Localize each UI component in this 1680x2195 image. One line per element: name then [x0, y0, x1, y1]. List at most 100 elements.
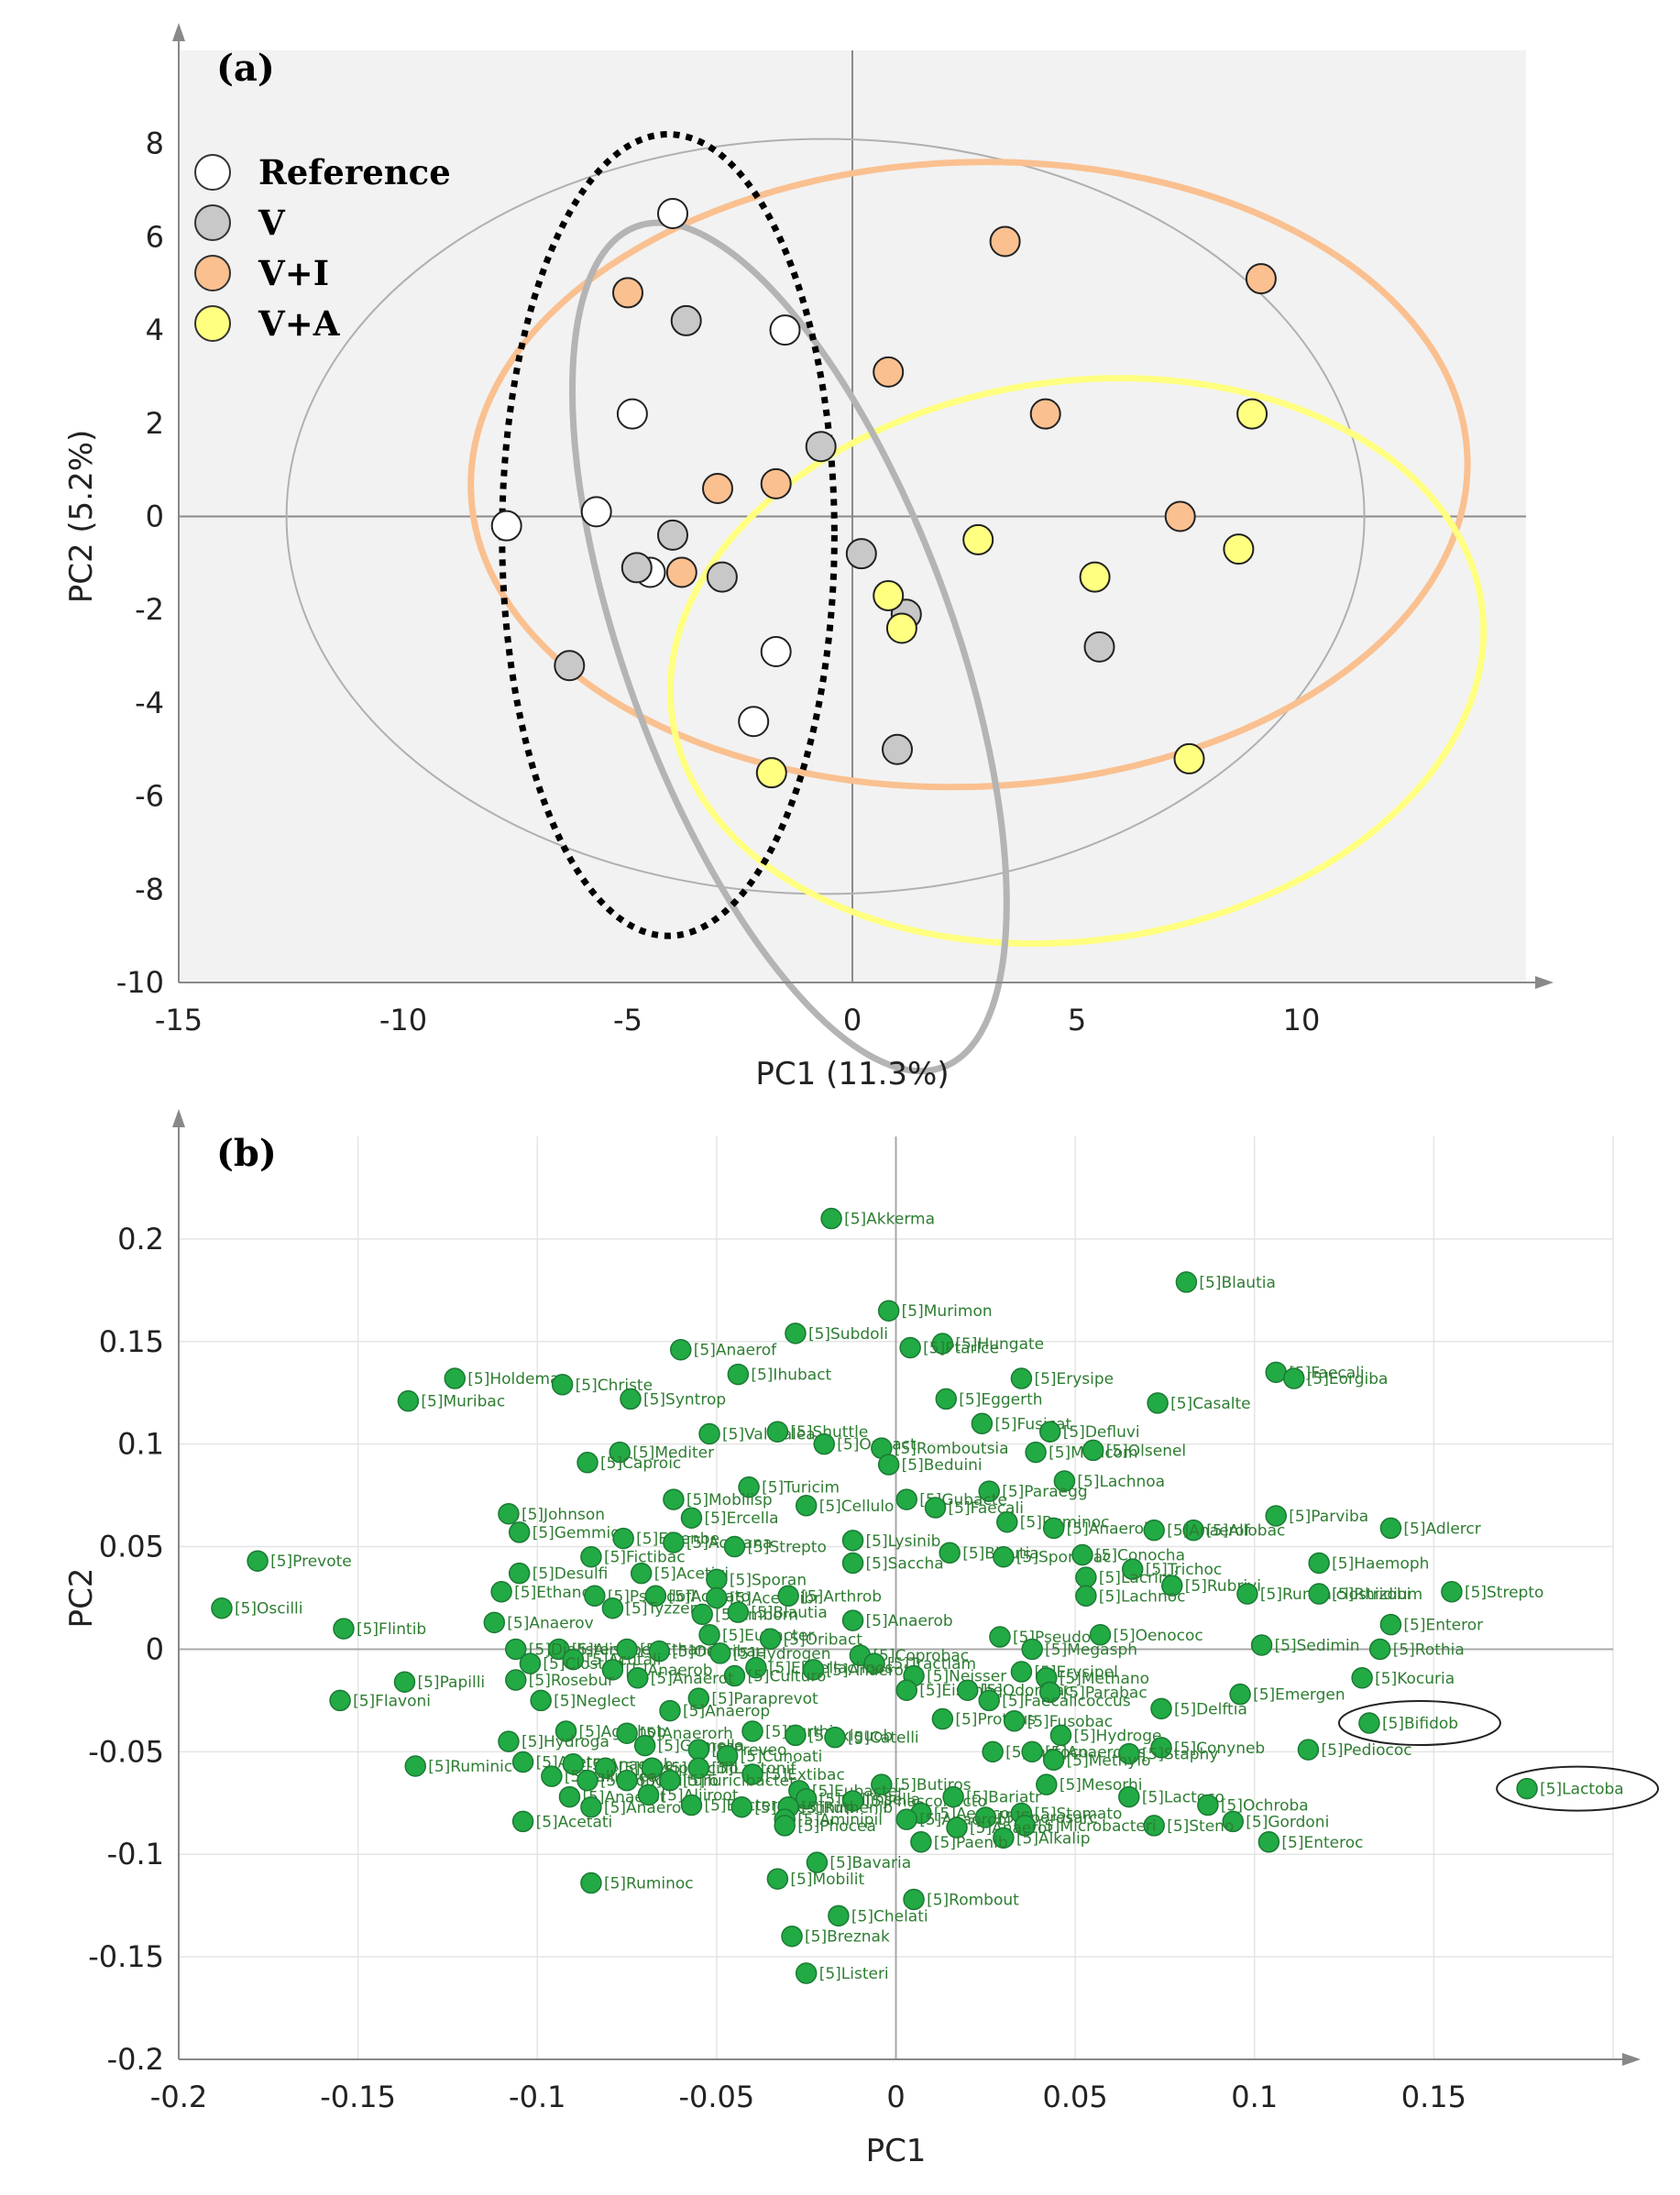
loading-marker	[1021, 1740, 1043, 1763]
loading-marker	[687, 1687, 710, 1709]
loading-marker	[1236, 1583, 1258, 1605]
loading-marker	[946, 1816, 968, 1838]
loading-label: [5]Papilli	[417, 1674, 485, 1692]
loading-label: [5]Chelati	[851, 1907, 928, 1926]
loading-point: [5]Haemoph	[1308, 1552, 1429, 1575]
loading-point: [5]Holdema	[444, 1367, 559, 1389]
loading-marker	[795, 1495, 818, 1517]
loading-marker	[519, 1652, 542, 1674]
loading-marker	[978, 1480, 1000, 1502]
loading-point: [5]Anaerobi	[895, 1808, 1011, 1830]
loading-marker	[637, 1783, 660, 1806]
loading-point: [5]Catelli	[824, 1726, 919, 1749]
score-point	[616, 398, 648, 430]
loading-marker	[620, 1388, 642, 1410]
score-point	[738, 706, 770, 738]
loading-label: [5]Ihubact	[751, 1366, 831, 1385]
panel-a-y-axis-arrow	[172, 23, 185, 41]
score-point	[1164, 500, 1196, 532]
loading-point: [5]Arthrob	[777, 1585, 882, 1608]
legend-label: V	[258, 203, 286, 243]
panel-b-x-axis-arrow	[1622, 2053, 1641, 2066]
loading-marker	[483, 1611, 506, 1634]
loading-marker	[1071, 1543, 1093, 1566]
loading-marker	[601, 1659, 624, 1681]
loading-marker	[562, 1648, 585, 1671]
loading-marker	[691, 1603, 713, 1626]
loading-marker	[698, 1624, 720, 1646]
loading-label: [5]Extibac	[765, 1766, 845, 1784]
loading-point: [5]Papilli	[393, 1671, 485, 1693]
loading-label: [5]Beduini	[902, 1456, 983, 1475]
loading-marker	[709, 1642, 731, 1664]
x-tick-label: -0.1	[509, 2080, 565, 2114]
loading-point: [5]Bifidob	[1358, 1712, 1458, 1734]
loading-label: [5]Tyzzere	[625, 1600, 705, 1619]
loading-point: [5]Extibac	[741, 1763, 845, 1785]
loading-label: [5]Acetati	[536, 1813, 613, 1831]
loading-label: [5]Christe	[576, 1377, 653, 1395]
score-point	[962, 523, 994, 555]
loading-point: [5]Breznak	[781, 1925, 890, 1948]
score-point	[1029, 398, 1061, 430]
loading-marker	[1143, 1815, 1165, 1837]
loading-marker	[910, 1831, 932, 1853]
loading-label: [5]Hungate	[955, 1335, 1044, 1354]
loading-marker	[616, 1638, 638, 1661]
loading-point: [5]Oenococ	[1089, 1624, 1203, 1646]
loading-marker	[924, 1497, 947, 1519]
loading-marker	[1003, 1710, 1026, 1732]
y-tick-label: -2	[135, 592, 164, 627]
loading-point: [5]Defluvi	[1038, 1421, 1140, 1443]
loading-point: [5]Beduini	[877, 1454, 983, 1476]
loading-marker	[1025, 1441, 1047, 1464]
loading-label: [5]Ptarlce	[923, 1339, 999, 1357]
loading-label: [5]Desulfi	[533, 1565, 609, 1584]
score-point	[885, 612, 917, 644]
loading-marker	[841, 1790, 864, 1812]
loading-point: [5]Culturo	[723, 1664, 826, 1687]
loading-marker	[1516, 1777, 1538, 1800]
loading-point: [5]Parabac	[1038, 1681, 1147, 1704]
panel-a-y-tick-labels: -10 -8 -6 -4 -2 0 2 4 6 8	[116, 126, 164, 1000]
loading-marker	[723, 1535, 746, 1558]
loading-label: [5]Staphy	[1142, 1746, 1219, 1764]
loading-label: [5]Hydroge	[1073, 1727, 1161, 1745]
loading-marker	[393, 1671, 416, 1693]
loading-point: [5]Rombout	[903, 1888, 1019, 1911]
loading-point: [5]Paraprevot	[687, 1687, 818, 1709]
loading-marker	[871, 1773, 893, 1795]
loading-label: [5]Anaerof	[1167, 1522, 1250, 1541]
loading-point: [5]Ethanol	[490, 1581, 596, 1603]
loading-point: [5]Blautia	[727, 1601, 828, 1623]
loading-marker	[698, 1422, 720, 1445]
y-tick-label: -0.1	[107, 1837, 164, 1871]
loading-point: [5]Hungate	[931, 1333, 1044, 1355]
loading-marker	[806, 1851, 829, 1873]
loading-label: [5]Phocea	[797, 1817, 876, 1836]
loading-point: [5]Tyzzere	[601, 1597, 706, 1619]
loading-marker	[993, 1545, 1015, 1568]
x-tick-label: -15	[155, 1003, 203, 1037]
loading-marker	[1042, 1517, 1065, 1540]
loading-marker	[580, 1545, 602, 1568]
loading-label: [5]Conyneb	[1174, 1740, 1265, 1758]
loading-point: [5]Fusobac	[1003, 1710, 1113, 1732]
loading-point: [5]Akkerma	[820, 1207, 935, 1230]
loading-marker	[978, 1689, 1000, 1712]
loading-marker	[1222, 1810, 1245, 1833]
loading-marker	[580, 1871, 602, 1894]
loading-marker	[670, 1338, 692, 1361]
loading-marker	[1038, 1421, 1061, 1443]
loading-label: [5]Anaerobi	[919, 1811, 1011, 1829]
loading-marker	[1089, 1624, 1112, 1646]
loading-marker	[498, 1730, 520, 1752]
panel-b-highlight-ellipses	[1337, 1700, 1660, 1812]
x-tick-label: 0.1	[1231, 2080, 1278, 2114]
score-point	[657, 519, 688, 551]
panel-b-y-tick-labels: -0.2 -0.15 -0.1 -0.05 0 0.05 0.1 0.15 0.2	[88, 1222, 164, 2077]
y-tick-label: -4	[135, 686, 164, 720]
loading-point: [5]Methylo	[1042, 1749, 1150, 1772]
score-point	[657, 197, 688, 229]
loading-label: [5]Conocha	[1095, 1547, 1185, 1565]
